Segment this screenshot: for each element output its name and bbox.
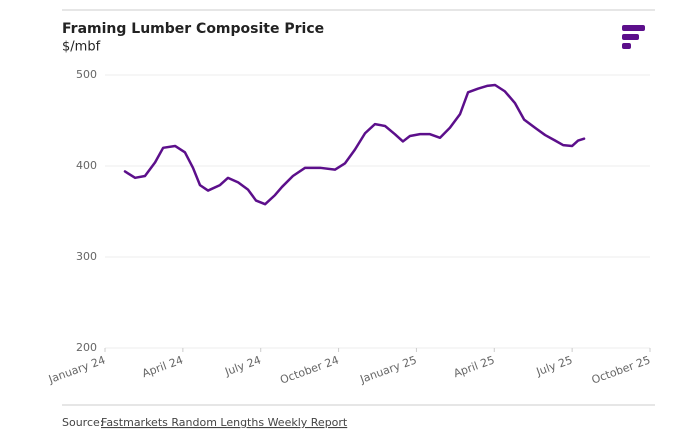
x-tick-label: October 24 xyxy=(278,353,340,386)
line-series xyxy=(123,83,586,206)
x-tick-label: January 24 xyxy=(46,353,107,386)
y-tick-label: 300 xyxy=(76,250,97,263)
x-tick-label: July 24 xyxy=(222,353,262,378)
chart-subtitle: $/mbf xyxy=(62,40,101,55)
source-link[interactable]: Fastmarkets Random Lengths Weekly Report xyxy=(101,416,348,429)
x-tick-label: April 24 xyxy=(140,353,185,380)
x-tick-label: July 25 xyxy=(534,353,574,378)
source-prefix: Source: xyxy=(62,416,104,429)
logo xyxy=(622,25,645,49)
y-tick-label: 400 xyxy=(76,159,97,172)
y-tick-label: 200 xyxy=(76,341,97,354)
x-tick-label: January 25 xyxy=(357,353,418,386)
x-tick-label: April 25 xyxy=(452,353,497,380)
chart-title: Framing Lumber Composite Price xyxy=(62,21,324,37)
y-tick-label: 500 xyxy=(76,68,97,81)
x-tick-label: October 25 xyxy=(590,353,652,386)
